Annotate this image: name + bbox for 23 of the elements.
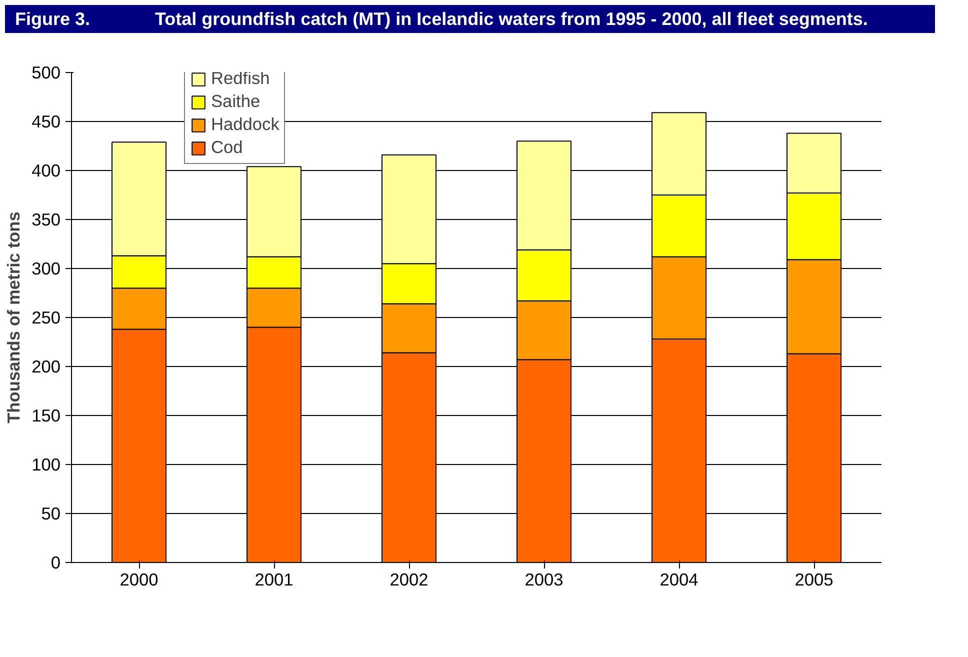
x-tick-label: 2004: [660, 570, 699, 590]
y-tick-label: 450: [32, 112, 61, 132]
x-tick-label: 2000: [120, 570, 158, 590]
y-tick-label: 500: [32, 62, 61, 82]
y-tick-label: 100: [32, 454, 61, 474]
x-tick-label: 2003: [524, 570, 564, 590]
chart-title: Figure 3.: [15, 9, 92, 29]
legend-label: Haddock: [211, 114, 280, 135]
y-tick-label: 300: [32, 258, 61, 278]
y-tick-label: 150: [32, 406, 61, 426]
legend-label: Cod: [211, 137, 243, 158]
legend-label: Saithe: [211, 91, 260, 112]
x-tick-label: 2001: [254, 570, 294, 590]
y-tick-label: 350: [32, 210, 61, 230]
y-tick-label: 50: [41, 504, 61, 524]
y-tick-label: 400: [32, 160, 61, 180]
y-tick-label: 250: [32, 308, 61, 328]
y-tick-label: 200: [32, 356, 61, 376]
y-axis-title: Thousands of metric tons: [4, 212, 24, 424]
x-tick-label: 2005: [794, 570, 834, 590]
y-tick-label: 0: [50, 552, 61, 572]
x-tick-label: 2002: [390, 570, 428, 590]
chart-subtitle: Total groundfish catch (MT) in Icelandic waters from 1995 - 2000, all fleet segments.: [155, 9, 868, 29]
